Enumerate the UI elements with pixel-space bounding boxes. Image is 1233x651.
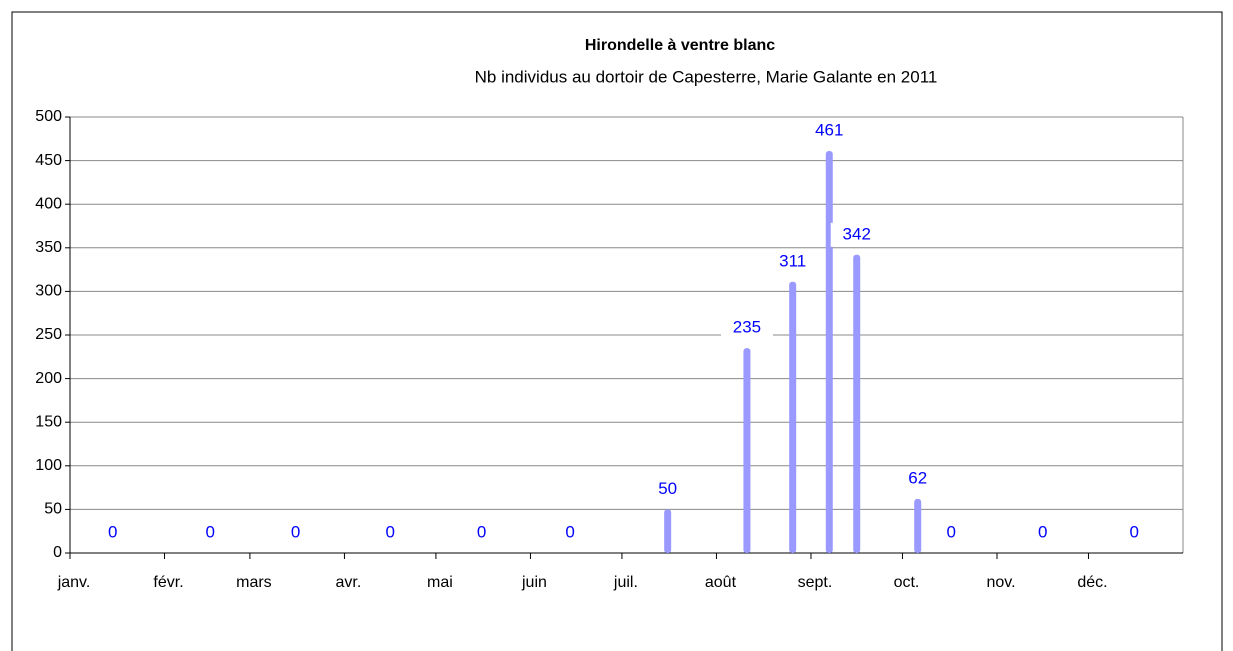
value-label-bg [86, 521, 139, 545]
x-tick-label: juil. [613, 574, 638, 591]
chart-frame [11, 11, 1223, 651]
value-label-bg [544, 521, 597, 545]
x-tick-label: avr. [336, 574, 362, 591]
value-label-bg [925, 521, 978, 545]
x-tick-label: nov. [986, 574, 1015, 591]
value-label: 0 [947, 522, 956, 541]
value-label: 0 [291, 522, 300, 541]
y-tick-label: 450 [35, 152, 62, 169]
x-tick-label: janv. [57, 574, 91, 591]
y-tick-label: 0 [53, 544, 62, 561]
value-label: 0 [1038, 522, 1047, 541]
value-label-bg [830, 222, 883, 247]
value-label-bg [1108, 521, 1161, 545]
x-tick-label: juin [521, 574, 547, 591]
y-tick-label: 50 [44, 501, 62, 518]
y-tick-label: 400 [35, 195, 62, 212]
x-tick-label: déc. [1077, 574, 1107, 591]
bar [789, 281, 797, 553]
bar [853, 254, 861, 553]
x-tick-label: févr. [153, 574, 183, 591]
y-tick-label: 250 [35, 326, 62, 343]
x-tick-label: oct. [894, 574, 920, 591]
value-label-bg [891, 466, 944, 491]
value-label-bg [364, 521, 417, 545]
value-label-bg [455, 521, 508, 545]
bar [743, 348, 751, 553]
value-label: 0 [108, 522, 117, 541]
value-label: 235 [733, 318, 761, 337]
value-label: 461 [815, 120, 843, 139]
bar [825, 151, 833, 553]
y-tick-label: 150 [35, 413, 62, 430]
value-label: 62 [908, 468, 927, 487]
value-label-bg [641, 477, 694, 502]
value-label: 0 [565, 522, 574, 541]
value-label-bg [720, 316, 773, 341]
value-label-bg [184, 521, 237, 545]
value-label: 50 [658, 479, 677, 498]
x-tick-label: sept. [798, 574, 833, 591]
y-tick-label: 200 [35, 370, 62, 387]
chart-subtitle: Nb individus au dortoir de Capesterre, M… [475, 67, 938, 86]
value-label-bg [269, 521, 322, 545]
x-tick-label: mars [236, 574, 272, 591]
value-label-bg [1016, 521, 1069, 545]
value-label: 0 [477, 522, 486, 541]
y-tick-label: 100 [35, 457, 62, 474]
y-tick-label: 500 [35, 108, 62, 125]
x-tick-label: mai [427, 574, 453, 591]
value-label: 342 [843, 224, 871, 243]
value-label: 311 [779, 251, 806, 270]
chart-title: Hirondelle à ventre blanc [585, 37, 775, 54]
y-tick-label: 350 [35, 239, 62, 256]
y-tick-label: 300 [35, 283, 62, 300]
value-label: 0 [1129, 522, 1138, 541]
x-tick-label: août [705, 574, 737, 591]
bar [914, 498, 922, 553]
value-label: 0 [206, 522, 215, 541]
value-label-bg [803, 119, 856, 144]
bar [664, 509, 672, 553]
value-label-bg [766, 249, 819, 274]
value-label: 0 [385, 522, 394, 541]
